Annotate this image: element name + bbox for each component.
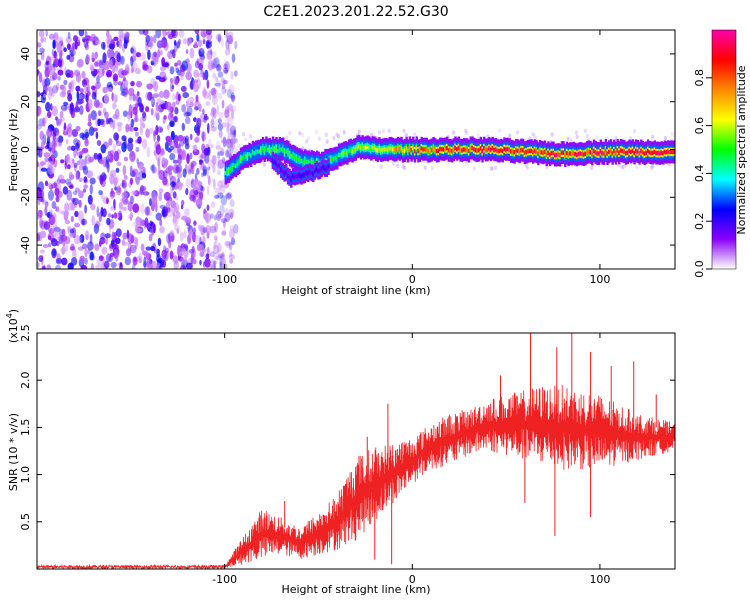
colorbar-tick-label: 0.2 <box>693 212 706 230</box>
snr-multiplier: (x104) <box>5 309 20 343</box>
snr-multiplier-exp: 4 <box>5 313 14 318</box>
colorbar-tick-label: 0.8 <box>693 69 706 87</box>
snr-xtick-label: -100 <box>212 573 237 586</box>
colorbar-gradient <box>712 30 736 269</box>
spectrogram-xtick-label: 0 <box>409 273 416 286</box>
snr-ticks: -100 0 100 0.5 1.0 1.5 2.0 2.5 <box>19 324 675 586</box>
spectrogram-xlabel: Height of straight line (km) <box>281 284 430 297</box>
snr-xtick-label: 100 <box>589 573 610 586</box>
snr-trace <box>36 333 676 570</box>
snr-xtick-label: 0 <box>409 573 416 586</box>
colorbar-tick-label: 0.0 <box>693 260 706 278</box>
snr-line <box>36 384 676 570</box>
snr-multiplier-base: (x10 <box>7 318 20 343</box>
spectrogram-xtick-label: -100 <box>212 273 237 286</box>
snr-ytick-label: 2.5 <box>19 324 32 342</box>
spectrogram-texture <box>37 30 675 269</box>
snr-ytick-label: 0.5 <box>19 513 32 531</box>
snr-ytick-label: 1.5 <box>19 419 32 437</box>
figure-title: C2E1.2023.201.22.52.G30 <box>263 4 448 20</box>
snr-xlabel: Height of straight line (km) <box>281 583 430 596</box>
spectrogram-cells <box>37 30 675 269</box>
spectrogram-ticks: -100 0 100 -40 -20 0 20 40 <box>19 30 675 286</box>
colorbar-ticks: 0.0 0.2 0.4 0.6 0.8 <box>693 69 712 278</box>
spectrogram-ytick-label: -40 <box>19 236 32 254</box>
snr-ylabel: SNR (10 * v/v) <box>7 413 20 491</box>
snr-ytick-label: 2.0 <box>19 371 32 389</box>
snr-frame <box>36 332 676 570</box>
colorbar-tick-label: 0.6 <box>693 117 706 135</box>
snr-panel: -100 0 100 0.5 1.0 1.5 2.0 2.5 Height of straig… <box>5 309 676 596</box>
snr-multiplier-close: ) <box>7 309 20 313</box>
spectrogram-ytick-label: 0 <box>19 146 32 153</box>
snr-ytick-label: 1.0 <box>19 466 32 484</box>
colorbar-label: Normalized spectral amplitude <box>735 65 748 234</box>
spectrogram-xtick-label: 100 <box>589 273 610 286</box>
colorbar-tick-label: 0.4 <box>693 165 706 183</box>
colorbar-frame <box>711 29 737 270</box>
spectrogram-ytick-label: -20 <box>19 188 32 206</box>
spectrogram-ylabel: Frequency (Hz) <box>7 109 20 192</box>
spectrogram-ytick-label: 40 <box>19 47 32 61</box>
colorbar: 0.0 0.2 0.4 0.6 0.8 Normalized spectral ampl… <box>693 29 748 278</box>
spectrogram-ytick-label: 20 <box>19 95 32 109</box>
spectrogram-panel: -100 0 100 -40 -20 0 20 40 Height of straight l… <box>7 29 676 297</box>
